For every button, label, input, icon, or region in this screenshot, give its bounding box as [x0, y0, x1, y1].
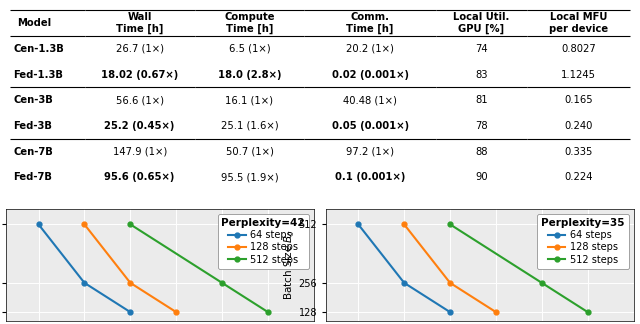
128 steps — [172, 310, 180, 314]
64 steps — [81, 281, 88, 285]
Legend: 64 steps, 128 steps, 512 steps: 64 steps, 128 steps, 512 steps — [218, 214, 309, 269]
64 steps — [446, 310, 454, 314]
512 steps — [264, 310, 272, 314]
128 steps — [492, 310, 500, 314]
64 steps — [400, 281, 408, 285]
512 steps — [127, 222, 134, 226]
128 steps — [127, 281, 134, 285]
128 steps — [400, 222, 408, 226]
Line: 128 steps: 128 steps — [82, 222, 179, 315]
Line: 512 steps: 512 steps — [128, 222, 270, 315]
512 steps — [218, 281, 226, 285]
64 steps — [35, 222, 42, 226]
Line: 128 steps: 128 steps — [402, 222, 499, 315]
Legend: 64 steps, 128 steps, 512 steps: 64 steps, 128 steps, 512 steps — [538, 214, 628, 269]
512 steps — [538, 281, 546, 285]
64 steps — [355, 222, 362, 226]
Y-axis label: Batch Size $B_g$: Batch Size $B_g$ — [283, 229, 297, 300]
64 steps — [127, 310, 134, 314]
Line: 64 steps: 64 steps — [356, 222, 452, 315]
Line: 64 steps: 64 steps — [36, 222, 132, 315]
Line: 512 steps: 512 steps — [447, 222, 590, 315]
128 steps — [446, 281, 454, 285]
512 steps — [584, 310, 591, 314]
128 steps — [81, 222, 88, 226]
512 steps — [446, 222, 454, 226]
